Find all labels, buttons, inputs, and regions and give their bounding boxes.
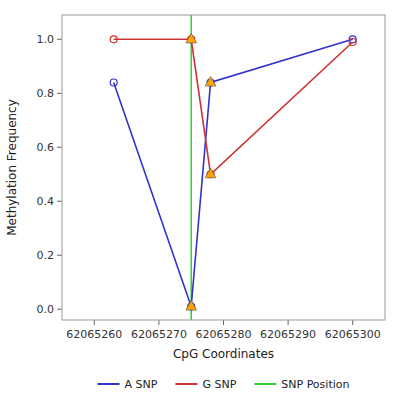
series-line bbox=[114, 39, 353, 306]
x-tick-label: 62065270 bbox=[131, 328, 187, 341]
y-tick bbox=[57, 255, 62, 256]
x-tick-label: 62065260 bbox=[66, 328, 122, 341]
x-tick bbox=[288, 320, 289, 325]
legend-swatch bbox=[98, 383, 120, 385]
y-tick-label: 0.0 bbox=[37, 303, 55, 316]
legend-label: SNP Position bbox=[281, 378, 349, 391]
y-tick bbox=[57, 147, 62, 148]
y-tick bbox=[57, 93, 62, 94]
y-tick bbox=[57, 201, 62, 202]
series bbox=[110, 36, 356, 178]
series-line bbox=[114, 39, 353, 174]
series bbox=[191, 15, 192, 320]
y-tick-label: 1.0 bbox=[37, 33, 55, 46]
triangle-marker bbox=[205, 168, 216, 178]
point-marker bbox=[349, 38, 356, 45]
x-tick bbox=[352, 320, 353, 325]
axes: 62065260 62065270 62065280 62065290 62065300… bbox=[37, 33, 381, 341]
legend: A SNP G SNP SNP Position bbox=[98, 378, 350, 391]
legend-label: G SNP bbox=[202, 378, 236, 391]
legend-item: G SNP bbox=[175, 378, 236, 391]
y-tick-label: 0.6 bbox=[37, 141, 55, 154]
legend-item: SNP Position bbox=[254, 378, 349, 391]
point-marker bbox=[110, 36, 117, 43]
triangle-marker bbox=[186, 301, 197, 311]
y-tick-label: 0.8 bbox=[37, 87, 55, 100]
vertical-line bbox=[190, 15, 192, 320]
y-axis-label: Methylation Frequency bbox=[5, 99, 19, 236]
y-tick bbox=[57, 39, 62, 40]
y-tick bbox=[57, 309, 62, 310]
legend-label: A SNP bbox=[125, 378, 158, 391]
point-marker bbox=[110, 79, 117, 86]
plot-frame bbox=[62, 15, 385, 320]
chart: 62065260 62065270 62065280 62065290 62065300… bbox=[0, 0, 400, 400]
x-tick-label: 62065300 bbox=[325, 328, 381, 341]
data bbox=[110, 15, 356, 320]
x-tick-label: 62065280 bbox=[196, 328, 252, 341]
x-tick bbox=[94, 320, 95, 325]
legend-item: A SNP bbox=[98, 378, 158, 391]
triangle-marker bbox=[186, 33, 197, 43]
x-tick bbox=[223, 320, 224, 325]
plot-area bbox=[62, 15, 385, 320]
legend-swatch bbox=[254, 383, 276, 385]
series bbox=[186, 33, 216, 310]
y-tick-label: 0.4 bbox=[37, 195, 55, 208]
triangle-marker bbox=[205, 76, 216, 86]
y-tick-label: 0.2 bbox=[37, 249, 55, 262]
x-axis-label: CpG Coordinates bbox=[173, 347, 274, 361]
x-tick bbox=[158, 320, 159, 325]
legend-swatch bbox=[175, 383, 197, 385]
series bbox=[110, 36, 356, 310]
x-tick-label: 62065290 bbox=[260, 328, 316, 341]
